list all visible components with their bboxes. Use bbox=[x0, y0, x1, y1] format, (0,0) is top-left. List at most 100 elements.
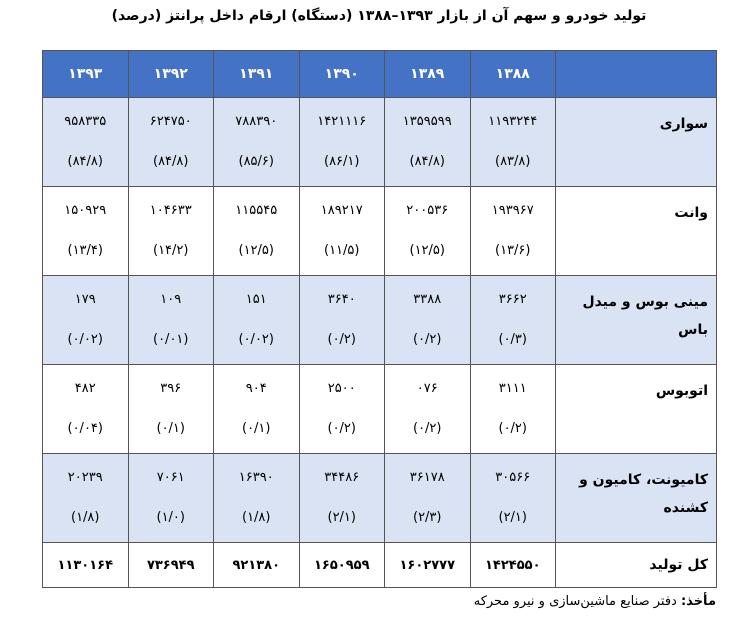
cell-share: (۰/۰۴) bbox=[67, 421, 103, 436]
cell-share: (۱۲/۵) bbox=[238, 243, 274, 258]
cell-share: (۲/۱) bbox=[327, 510, 356, 525]
cell-share: (۰/۲) bbox=[498, 421, 527, 436]
data-cell: ۳۰۵۶۶ (۲/۱) bbox=[469, 453, 556, 543]
total-cell: ۱۱۳۰۱۶۴ bbox=[42, 542, 129, 588]
cell-value: ۹۵۸۳۳۵ bbox=[64, 114, 107, 129]
cell-value: ۶۲۴۷۵۰ bbox=[149, 114, 192, 129]
cell-share: (۱۳/۶) bbox=[495, 243, 531, 258]
cell-share: (۸۳/۸) bbox=[495, 154, 531, 169]
source-note: مأخذ: دفتر صنایع ماشین‌سازی و نیرو محرکه bbox=[42, 594, 716, 609]
cell-share: (۸۴/۸) bbox=[153, 154, 189, 169]
data-cell: ۱۵۰۹۲۹ (۱۳/۴) bbox=[42, 186, 129, 276]
row-label: اتوبوس bbox=[555, 364, 717, 454]
cell-share: (۱۲/۵) bbox=[409, 243, 445, 258]
cell-value: ۱۶۳۹۰ bbox=[238, 470, 274, 485]
table-body: سواری ۱۱۹۳۲۴۴ (۸۳/۸) ۱۳۵۹۵۹۹ (۸۴/۸) ۱۴۲۱۱۱۶ (۸… bbox=[42, 97, 717, 588]
cell-value: ۳۶۱۷۸ bbox=[409, 470, 445, 485]
table-row: سواری ۱۱۹۳۲۴۴ (۸۳/۸) ۱۳۵۹۵۹۹ (۸۴/۸) ۱۴۲۱۱۱۶ (۸… bbox=[42, 97, 717, 187]
cell-share: (۰/۲) bbox=[327, 332, 356, 347]
cell-share: (۸۵/۶) bbox=[238, 154, 274, 169]
total-cell: ۱۴۲۴۵۵۰ bbox=[469, 542, 556, 588]
data-cell: ۳۶۴۰ (۰/۲) bbox=[298, 275, 385, 365]
total-cell: ۱۶۵۰۹۵۹ bbox=[298, 542, 385, 588]
cell-share: (۰/۰۱) bbox=[153, 332, 189, 347]
table-title: تولید خودرو و سهم آن از بازار ۱۳۹۳–۱۳۸۸ … bbox=[111, 8, 647, 24]
year-header: ۱۳۹۳ bbox=[42, 50, 129, 98]
cell-value: ۱۵۱ bbox=[245, 292, 267, 307]
cell-share: (۱/۸) bbox=[70, 510, 100, 525]
data-cell: ۳۹۶ (۰/۱) bbox=[127, 364, 214, 454]
data-cell: ۲۵۰۰ (۰/۲) bbox=[298, 364, 385, 454]
row-label: کامیونت، کامیون و کشنده bbox=[555, 453, 717, 543]
data-cell: ۱۶۳۹۰ (۱/۸) bbox=[213, 453, 300, 543]
total-row: کل تولید ۱۴۲۴۵۵۰ ۱۶۰۲۷۷۷ ۱۶۵۰۹۵۹ ۹۲۱۳۸۰ ۷۳۶۹۴… bbox=[42, 542, 717, 588]
cell-value: ۱۴۲۱۱۱۶ bbox=[317, 114, 367, 129]
cell-share: (۰/۳) bbox=[498, 332, 527, 347]
cell-value: ۰۷۶ bbox=[416, 381, 438, 396]
cell-share: (۸۴/۸) bbox=[409, 154, 445, 169]
cell-value: ۱۹۳۹۶۷ bbox=[491, 203, 534, 218]
cell-value: ۳۹۶ bbox=[160, 381, 182, 396]
data-cell: ۴۸۲ (۰/۰۴) bbox=[42, 364, 129, 454]
data-cell: ۳۶۱۷۸ (۲/۳) bbox=[384, 453, 471, 543]
data-cell: ۱۰۹ (۰/۰۱) bbox=[127, 275, 214, 365]
cell-value: ۱۰۴۶۳۳ bbox=[149, 203, 192, 218]
row-label: وانت bbox=[555, 186, 717, 276]
data-cell: ۱۷۹ (۰/۰۲) bbox=[42, 275, 129, 365]
header-row: ۱۳۸۸ ۱۳۸۹ ۱۳۹۰ ۱۳۹۱ ۱۳۹۲ ۱۳۹۳ bbox=[42, 50, 717, 98]
cell-value: ۲۵۰۰ bbox=[327, 381, 356, 396]
cell-value: ۷۸۸۳۹۰ bbox=[235, 114, 278, 129]
cell-value: ۳۰۵۶۶ bbox=[495, 470, 531, 485]
source-text: دفتر صنایع ماشین‌سازی و نیرو محرکه bbox=[473, 594, 677, 609]
cell-value: ۹۰۴ bbox=[245, 381, 267, 396]
cell-share: (۰/۱) bbox=[156, 421, 185, 436]
cell-share: (۸۶/۱) bbox=[324, 154, 360, 169]
cell-share: (۰/۰۲) bbox=[238, 332, 274, 347]
table-row: اتوبوس ۳۱۱۱ (۰/۲) ۰۷۶ (۰/۲) ۲۵۰۰ (۰/۲) ۹۰۴ (۰/۱)… bbox=[42, 364, 717, 454]
data-cell: ۷۸۸۳۹۰ (۸۵/۶) bbox=[213, 97, 300, 187]
year-header: ۱۳۹۱ bbox=[213, 50, 300, 98]
cell-share: (۱۱/۵) bbox=[324, 243, 360, 258]
source-label: مأخذ: bbox=[680, 594, 716, 609]
cell-share: (۸۴/۸) bbox=[67, 154, 103, 169]
data-cell: ۱۹۳۹۶۷ (۱۳/۶) bbox=[469, 186, 556, 276]
data-cell: ۰۷۶ (۰/۲) bbox=[384, 364, 471, 454]
table-row: کامیونت، کامیون و کشنده ۳۰۵۶۶ (۲/۱) ۳۶۱۷۸ (۲… bbox=[42, 453, 717, 543]
data-cell: ۲۰۲۳۹ (۱/۸) bbox=[42, 453, 129, 543]
data-cell: ۷۰۶۱ (۱/۰) bbox=[127, 453, 214, 543]
data-cell: ۱۳۵۹۵۹۹ (۸۴/۸) bbox=[384, 97, 471, 187]
cell-value: ۳۳۸۸ bbox=[413, 292, 442, 307]
cell-value: ۳۴۴۸۶ bbox=[324, 470, 360, 485]
cell-value: ۳۶۶۲ bbox=[498, 292, 527, 307]
data-cell: ۱۰۴۶۳۳ (۱۴/۲) bbox=[127, 186, 214, 276]
cell-value: ۳۶۴۰ bbox=[327, 292, 356, 307]
total-cell: ۱۶۰۲۷۷۷ bbox=[384, 542, 471, 588]
data-cell: ۳۳۸۸ (۰/۲) bbox=[384, 275, 471, 365]
data-cell: ۱۴۲۱۱۱۶ (۸۶/۱) bbox=[298, 97, 385, 187]
cell-value: ۴۸۲ bbox=[74, 381, 96, 396]
cell-value: ۳۱۱۱ bbox=[498, 381, 527, 396]
header-corner bbox=[555, 50, 717, 98]
data-cell: ۹۵۸۳۳۵ (۸۴/۸) bbox=[42, 97, 129, 187]
cell-value: ۷۰۶۱ bbox=[156, 470, 185, 485]
cell-share: (۱/۸) bbox=[241, 510, 271, 525]
table-row: وانت ۱۹۳۹۶۷ (۱۳/۶) ۲۰۰۵۳۶ (۱۲/۵) ۱۸۹۲۱۷ (۱۱/۵)… bbox=[42, 186, 717, 276]
cell-share: (۰/۲) bbox=[412, 332, 442, 347]
cell-value: ۱۱۵۵۴۵ bbox=[235, 203, 278, 218]
row-label: مینی بوس و میدل باس bbox=[555, 275, 717, 365]
cell-share: (۲/۱) bbox=[498, 510, 527, 525]
cell-value: ۱۸۹۲۱۷ bbox=[320, 203, 363, 218]
cell-value: ۱۰۹ bbox=[160, 292, 182, 307]
data-cell: ۳۱۱۱ (۰/۲) bbox=[469, 364, 556, 454]
cell-share: (۲/۳) bbox=[412, 510, 442, 525]
cell-share: (۰/۲) bbox=[412, 421, 442, 436]
data-cell: ۱۱۵۵۴۵ (۱۲/۵) bbox=[213, 186, 300, 276]
data-cell: ۱۵۱ (۰/۰۲) bbox=[213, 275, 300, 365]
total-cell: ۷۳۶۹۴۹ bbox=[127, 542, 214, 588]
cell-value: ۱۱۹۳۲۴۴ bbox=[488, 114, 538, 129]
cell-value: ۲۰۲۳۹ bbox=[67, 470, 103, 485]
table-row: مینی بوس و میدل باس ۳۶۶۲ (۰/۳) ۳۳۸۸ (۰/۲) ۳۶۴… bbox=[42, 275, 717, 365]
year-header: ۱۳۹۰ bbox=[298, 50, 385, 98]
total-label: کل تولید bbox=[555, 542, 717, 588]
